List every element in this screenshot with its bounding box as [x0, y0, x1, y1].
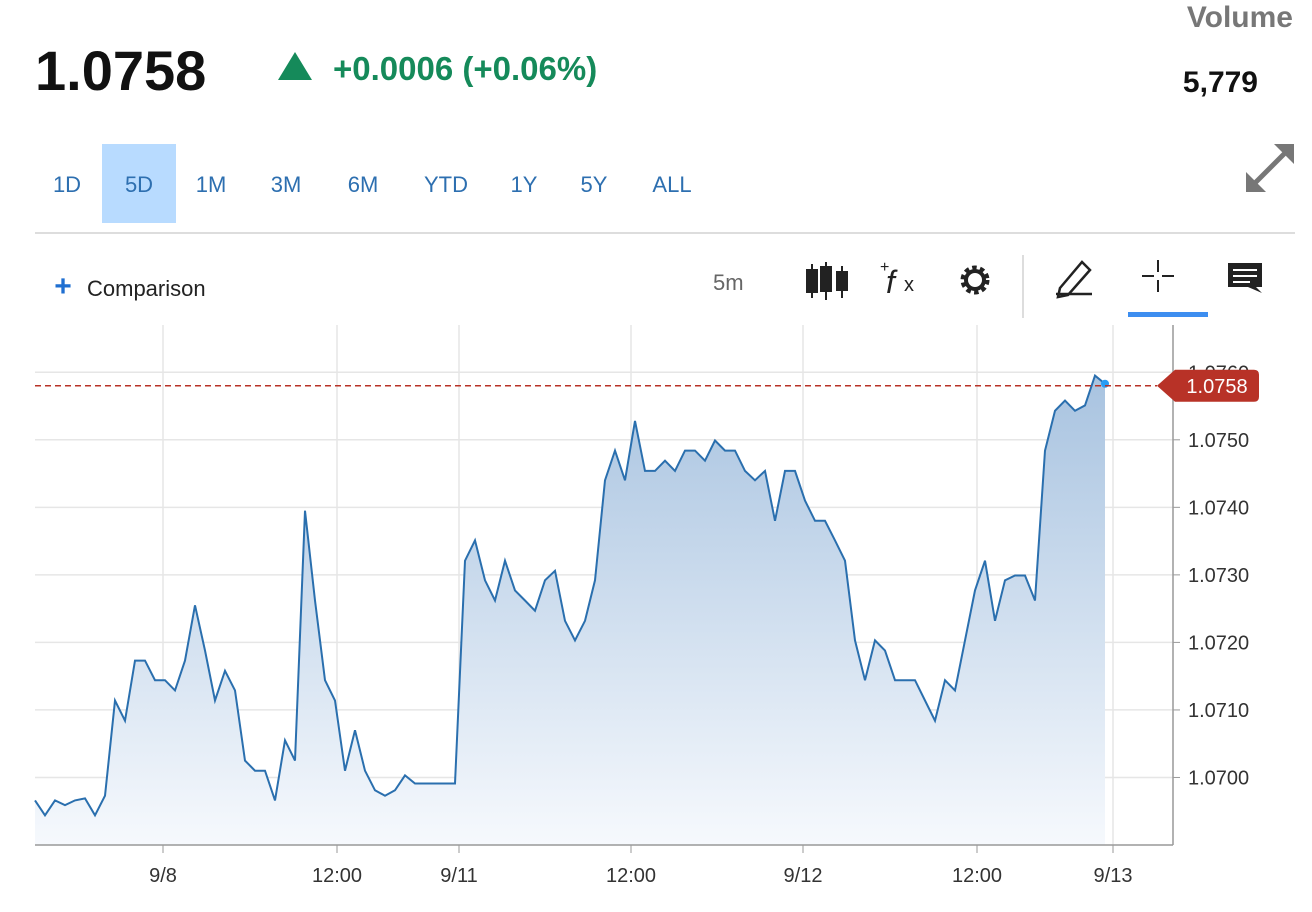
crosshair-icon[interactable]: [1142, 260, 1174, 292]
interval-button[interactable]: 5m: [713, 270, 744, 295]
up-arrow: [278, 52, 312, 80]
range-tabs: 1D 5D 1M 3M 6M YTD 1Y 5Y ALL: [53, 144, 692, 223]
price-line: [34, 373, 1106, 818]
range-tab[interactable]: 3M: [271, 172, 302, 197]
range-tab[interactable]: ALL: [652, 172, 691, 197]
y-tick-label: 1.0730: [1188, 565, 1249, 587]
x-tick-label: 9/12: [784, 865, 823, 887]
last-point: [1101, 379, 1109, 388]
area-fill: [35, 375, 1105, 845]
indicators-icon[interactable]: +f x: [880, 259, 914, 300]
volume-label: Volume: [1187, 1, 1293, 34]
volume: 5,779: [1183, 66, 1258, 99]
range-tab[interactable]: 5Y: [581, 172, 608, 197]
range-tab[interactable]: YTD: [424, 172, 468, 197]
candles-icon[interactable]: [806, 262, 848, 300]
x-tick-label: 9/8: [149, 865, 177, 887]
y-tick-label: 1.0740: [1188, 497, 1249, 519]
draw-icon[interactable]: [1056, 260, 1092, 299]
y-tick-label: 1.0700: [1188, 767, 1249, 789]
x-tick-label: 9/13: [1094, 865, 1133, 887]
range-tab[interactable]: 1M: [196, 172, 227, 197]
svg-text:+: +: [880, 259, 889, 276]
x-tick-label: 12:00: [312, 865, 362, 887]
x-tick-label: 12:00: [606, 865, 656, 887]
range-tab[interactable]: 1D: [53, 172, 81, 197]
price-badge-label: 1.0758: [1186, 376, 1247, 398]
x-tick-label: 12:00: [952, 865, 1002, 887]
range-tab[interactable]: 1Y: [511, 172, 538, 197]
price-badge: [1157, 369, 1259, 402]
plot: 9/8 12:00 9/11 12:00 9/12 12:00 9/13 1.0700 1.07…: [34, 325, 1259, 887]
selected-tab: [102, 144, 176, 223]
price: 1.0758: [35, 39, 206, 102]
range-tab[interactable]: 6M: [348, 172, 379, 197]
price-change: +0.0006 (+0.06%): [333, 50, 597, 87]
plus-icon[interactable]: +: [54, 270, 72, 303]
svg-text:x: x: [904, 274, 914, 296]
svg-text:f: f: [886, 264, 898, 300]
range-tab[interactable]: 5D: [125, 172, 153, 197]
x-tick-label: 9/11: [440, 865, 477, 887]
y-tick-label: 1.0720: [1188, 632, 1249, 654]
comment-icon[interactable]: [1228, 263, 1262, 293]
comparison-button[interactable]: Comparison: [87, 276, 206, 301]
y-tick-label: 1.0750: [1188, 430, 1249, 452]
y-tick-label: 1.0710: [1188, 700, 1249, 722]
expand-icon[interactable]: [1246, 144, 1294, 192]
active-tool-indicator: [1128, 312, 1208, 317]
settings-icon[interactable]: [960, 265, 990, 295]
